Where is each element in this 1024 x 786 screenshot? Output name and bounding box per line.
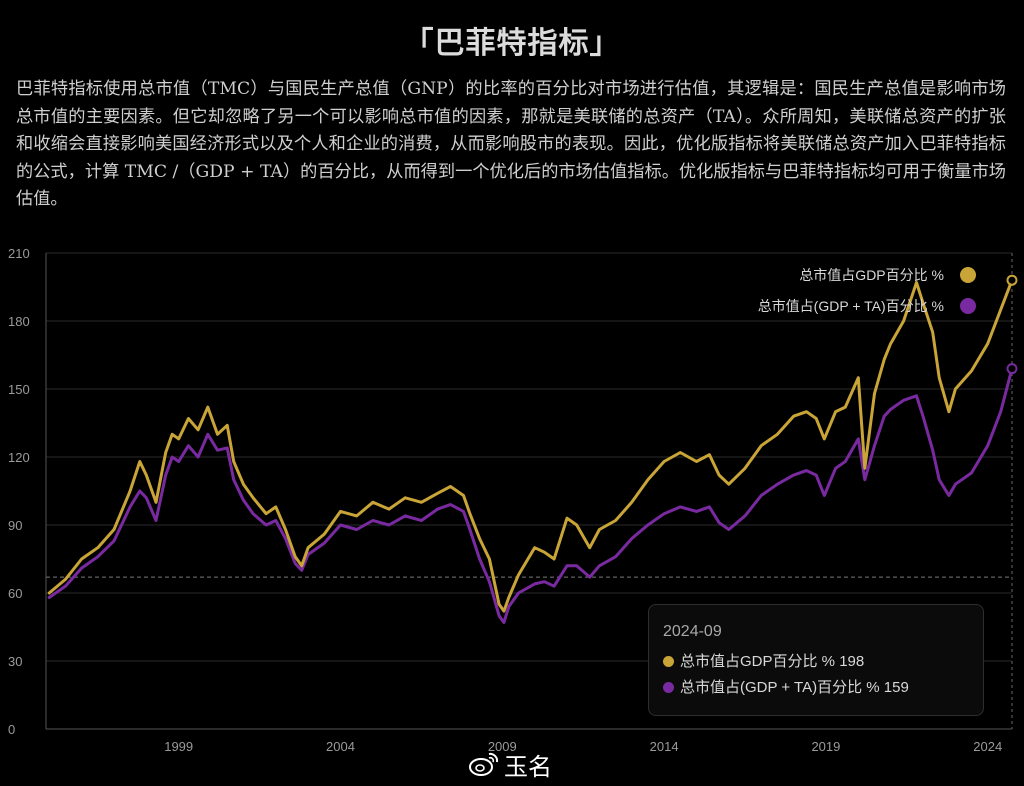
tooltip-label: 总市值占GDP百分比 % — [680, 653, 836, 670]
legend-marker — [960, 267, 976, 283]
tooltip-panel: 2024-09 总市值占GDP百分比 % 198 总市值占(GDP + TA)百… — [648, 604, 984, 716]
tooltip-date: 2024-09 — [663, 623, 722, 640]
y-tick-label: 180 — [8, 314, 30, 329]
series-line — [47, 278, 1014, 613]
page-title: 「巴菲特指标」 — [403, 26, 621, 61]
x-tick-label: 2009 — [488, 739, 517, 754]
series-endpoint — [1006, 274, 1018, 286]
gold-dot-icon — [663, 656, 674, 667]
legend-marker — [960, 298, 976, 314]
tooltip-value: 198 — [839, 653, 865, 670]
x-tick-label: 1999 — [164, 739, 193, 754]
tooltip-value: 159 — [883, 679, 909, 696]
purple-dot-icon — [663, 682, 674, 693]
y-tick-label: 30 — [8, 654, 22, 669]
x-tick-label: 2024 — [973, 739, 1002, 754]
y-tick-label: 210 — [8, 246, 30, 261]
weibo-icon — [469, 752, 499, 776]
description-text: 巴菲特指标使用总市值（TMC）与国民生产总值（GNP）的比率的百分比对市场进行估… — [16, 79, 1006, 209]
series-endpoint — [1006, 363, 1018, 375]
y-tick-label: 150 — [8, 382, 30, 397]
y-tick-label: 90 — [8, 518, 22, 533]
y-tick-label: 120 — [8, 450, 30, 465]
legend-label: 总市值占GDP百分比 % — [799, 267, 944, 283]
x-tick-label: 2014 — [650, 739, 679, 754]
x-tick-label: 2019 — [811, 739, 840, 754]
legend-label: 总市值占(GDP + TA)百分比 % — [758, 298, 944, 314]
tooltip-row-gdp: 总市值占GDP百分比 % 198 — [663, 649, 969, 675]
x-tick-label: 2004 — [326, 739, 355, 754]
series-line — [47, 367, 1014, 624]
tooltip-row-gdp-ta: 总市值占(GDP + TA)百分比 % 159 — [663, 675, 969, 701]
watermark-text: 玉名 — [504, 752, 552, 781]
y-tick-label: 0 — [8, 722, 15, 737]
y-tick-label: 60 — [8, 586, 22, 601]
tooltip-label: 总市值占(GDP + TA)百分比 % — [680, 679, 880, 696]
watermark: 玉名 — [468, 748, 552, 781]
